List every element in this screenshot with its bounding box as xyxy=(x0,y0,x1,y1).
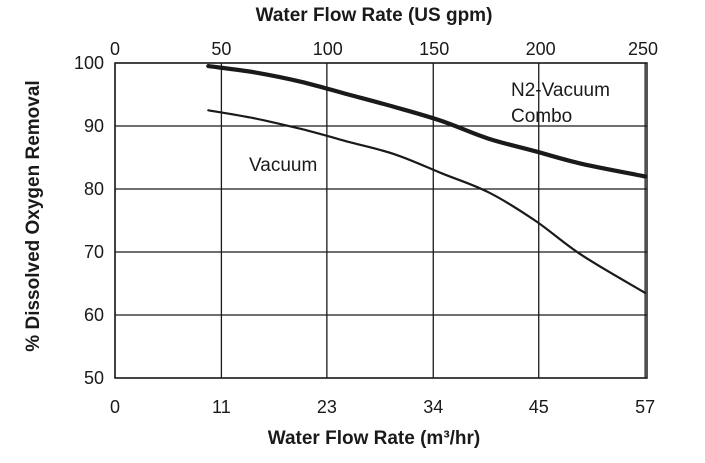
top-x-tick-label: 200 xyxy=(526,39,556,59)
top-x-tick-label: 100 xyxy=(313,39,343,59)
series-layer xyxy=(206,63,648,294)
series-label-n2-vacuum-line2: Combo xyxy=(511,106,572,127)
top-x-tick-label: 0 xyxy=(110,39,120,59)
top-x-tick-labels: 0 50 100 150 200 250 xyxy=(110,39,658,59)
x-tick-label: 45 xyxy=(529,397,549,417)
x-tick-label: 0 xyxy=(110,397,120,417)
x-tick-label: 23 xyxy=(317,397,337,417)
series-label-n2-vacuum-line1: N2-Vacuum xyxy=(511,80,610,101)
series-label-vacuum: Vacuum xyxy=(249,155,317,176)
x-tick-label: 57 xyxy=(635,397,655,417)
y-axis-title: % Dissolved Oxygen Removal xyxy=(23,80,44,351)
top-x-tick-label: 150 xyxy=(419,39,449,59)
y-tick-label: 100 xyxy=(74,53,104,73)
plot-frame xyxy=(114,62,648,379)
x-tick-label: 34 xyxy=(423,397,443,417)
y-tick-label: 90 xyxy=(84,116,104,136)
series-line-n2-vacuum-combo xyxy=(206,63,648,179)
top-x-tick-label: 250 xyxy=(628,39,658,59)
x-tick-labels: 0 11 23 34 45 57 xyxy=(110,397,655,417)
y-tick-label: 70 xyxy=(84,242,104,262)
y-tick-labels: 50 60 70 80 90 100 xyxy=(74,53,104,388)
top-x-tick-label: 50 xyxy=(211,39,231,59)
y-tick-label: 80 xyxy=(84,179,104,199)
y-tick-label: 60 xyxy=(84,305,104,325)
top-axis-title: Water Flow Rate (US gpm) xyxy=(256,5,493,26)
x-tick-label: 11 xyxy=(212,397,231,417)
series-line-vacuum xyxy=(207,109,647,294)
y-tick-label: 50 xyxy=(84,368,104,388)
bottom-axis-title: Water Flow Rate (m³/hr) xyxy=(268,428,481,449)
